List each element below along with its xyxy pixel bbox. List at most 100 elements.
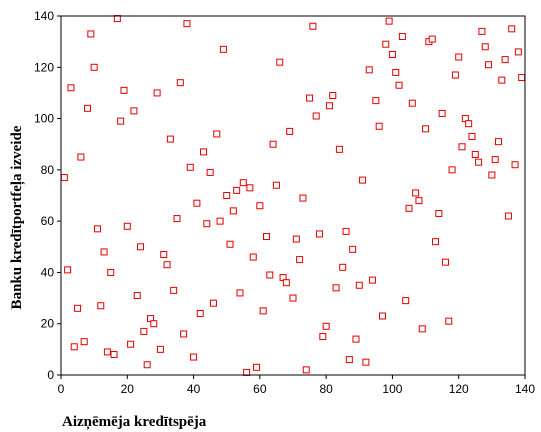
- data-point: [342, 227, 350, 235]
- y-tick-label: 140: [34, 9, 54, 23]
- data-point: [107, 268, 115, 276]
- data-point: [193, 199, 201, 207]
- data-point: [97, 302, 105, 310]
- y-tick-label: 100: [34, 112, 54, 126]
- scatter-points: [60, 15, 526, 376]
- data-point: [312, 112, 320, 120]
- data-point: [438, 109, 446, 117]
- data-point: [150, 320, 158, 328]
- x-tick-label: 120: [449, 382, 469, 396]
- data-point: [183, 20, 191, 28]
- data-point: [236, 289, 244, 297]
- data-point: [239, 179, 247, 187]
- data-point: [494, 138, 502, 146]
- data-point: [259, 307, 267, 315]
- data-point: [110, 350, 118, 358]
- x-tick-label: 80: [319, 382, 333, 396]
- data-point: [316, 230, 324, 238]
- data-point: [365, 66, 373, 74]
- data-point: [223, 192, 231, 199]
- data-point: [402, 297, 410, 305]
- data-point: [90, 63, 98, 71]
- data-point: [289, 294, 297, 302]
- x-tick-label: 20: [121, 382, 135, 396]
- data-point: [170, 286, 178, 294]
- data-point: [249, 253, 257, 261]
- data-point: [160, 250, 168, 258]
- data-point: [203, 220, 211, 228]
- data-point: [378, 312, 386, 320]
- data-point: [345, 356, 353, 364]
- data-point: [123, 222, 131, 230]
- data-point: [329, 91, 337, 99]
- data-point: [418, 325, 426, 333]
- data-point: [200, 148, 208, 156]
- data-point: [501, 56, 509, 64]
- data-point: [372, 97, 380, 105]
- data-point: [137, 243, 145, 251]
- data-point: [74, 304, 82, 312]
- x-tick-label: 60: [253, 382, 267, 396]
- data-point: [428, 35, 436, 43]
- data-point: [382, 40, 390, 48]
- data-point: [465, 120, 473, 128]
- x-tick-label: 100: [382, 382, 402, 396]
- data-point: [206, 168, 214, 176]
- data-point: [176, 79, 184, 87]
- data-point: [186, 163, 194, 171]
- data-point: [458, 143, 466, 151]
- data-point: [180, 330, 188, 338]
- data-point: [359, 176, 367, 184]
- data-point: [216, 217, 224, 225]
- plot-area-frame: [60, 15, 526, 376]
- data-point: [435, 209, 443, 217]
- data-point: [60, 174, 68, 182]
- data-point: [190, 353, 198, 361]
- data-point: [322, 322, 330, 330]
- data-point: [209, 299, 217, 307]
- data-point: [87, 30, 95, 38]
- data-point: [508, 25, 516, 33]
- data-point: [166, 135, 174, 143]
- data-point: [445, 317, 453, 325]
- data-point: [67, 84, 75, 92]
- data-point: [306, 94, 314, 102]
- data-point: [153, 89, 161, 97]
- data-point: [398, 33, 406, 41]
- data-point: [332, 284, 340, 292]
- data-point: [352, 335, 360, 343]
- y-tick-label: 0: [47, 368, 54, 382]
- data-point: [498, 76, 506, 84]
- data-point: [80, 338, 88, 346]
- data-point: [143, 361, 151, 369]
- data-point: [226, 240, 234, 248]
- data-point: [282, 279, 290, 287]
- data-point: [468, 133, 476, 141]
- data-point: [229, 207, 237, 215]
- data-point: [253, 363, 261, 371]
- data-point: [481, 43, 489, 51]
- data-point: [127, 340, 135, 348]
- data-point: [286, 127, 294, 135]
- data-point: [488, 171, 496, 179]
- data-point: [100, 248, 108, 256]
- data-point: [511, 161, 519, 169]
- data-point: [405, 204, 413, 212]
- data-point: [504, 212, 512, 220]
- data-point: [103, 348, 111, 356]
- data-point: [276, 58, 284, 66]
- data-point: [455, 53, 463, 61]
- data-point: [478, 27, 486, 35]
- data-point: [173, 215, 181, 223]
- data-point: [392, 68, 400, 76]
- data-point: [432, 238, 440, 246]
- data-point: [156, 345, 164, 353]
- data-point: [441, 258, 449, 266]
- data-point: [70, 343, 78, 351]
- data-point: [475, 158, 483, 166]
- data-point: [349, 245, 357, 253]
- data-point: [514, 48, 522, 56]
- y-tick-label: 20: [41, 317, 55, 331]
- data-point: [491, 156, 499, 164]
